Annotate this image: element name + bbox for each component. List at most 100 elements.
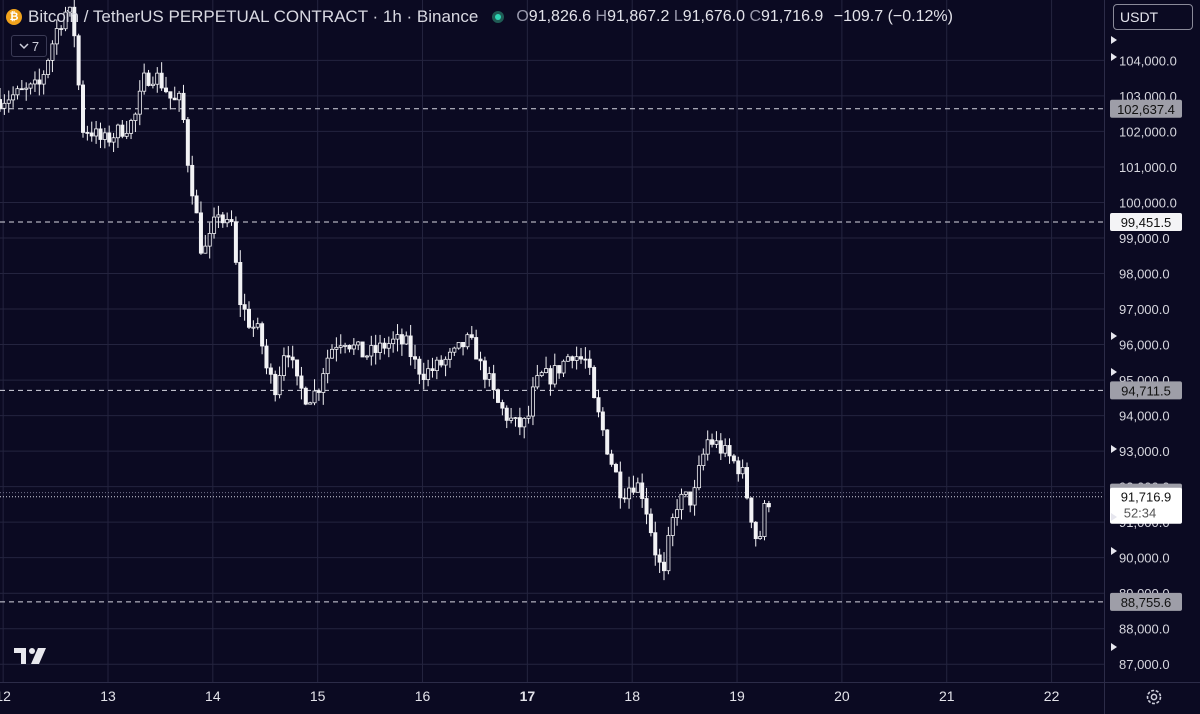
- symbol-title[interactable]: Bitcoin / TetherUS PERPETUAL CONTRACT · …: [28, 7, 479, 26]
- candle-body: [500, 402, 505, 409]
- candle: [561, 359, 566, 378]
- candle-body: [238, 262, 243, 306]
- chevron-down-icon: [19, 43, 29, 50]
- candle-body: [557, 365, 562, 374]
- candle: [181, 84, 186, 123]
- candle: [640, 473, 645, 508]
- candle-body: [0, 99, 3, 109]
- y-tick-label: 88,000.0: [1119, 622, 1170, 637]
- candlesticks: [0, 0, 771, 581]
- candle-body: [579, 356, 584, 360]
- candle-body: [146, 72, 151, 86]
- candle: [430, 357, 435, 378]
- candle: [168, 91, 173, 110]
- indicators-toggle-button[interactable]: 7: [11, 35, 47, 57]
- candle: [745, 462, 750, 500]
- candle-body: [731, 455, 736, 462]
- candle: [579, 347, 584, 364]
- tradingview-logo-icon: [14, 648, 46, 664]
- candle: [2, 94, 7, 115]
- candle-body: [190, 164, 195, 197]
- candle: [731, 453, 736, 464]
- candle: [59, 25, 64, 36]
- y-tick-label: 87,000.0: [1119, 657, 1170, 672]
- price-scale-marker-icon: [1111, 368, 1117, 376]
- candle-body: [133, 113, 138, 121]
- symbol-header[interactable]: ₿ Bitcoin / TetherUS PERPETUAL CONTRACT …: [6, 4, 953, 30]
- candle-countdown: 52:34: [1124, 506, 1157, 521]
- candle-body: [408, 335, 413, 358]
- candle-body: [94, 128, 99, 137]
- candle-body: [76, 35, 81, 86]
- candle: [247, 301, 252, 330]
- candle-body: [142, 72, 147, 92]
- candle: [155, 67, 160, 93]
- candle-body: [766, 503, 771, 508]
- candle-body: [203, 245, 208, 254]
- candle-body: [613, 463, 618, 473]
- candle: [325, 349, 330, 384]
- candle-body: [212, 216, 217, 234]
- candle: [360, 341, 365, 358]
- candle-body: [286, 355, 291, 358]
- candle-body: [631, 487, 636, 493]
- candle: [596, 389, 601, 418]
- candle: [63, 6, 68, 32]
- candle-body: [504, 407, 509, 421]
- candle: [548, 365, 553, 396]
- candle: [150, 76, 155, 89]
- candle-body: [657, 554, 662, 563]
- candle: [443, 356, 448, 377]
- candle-body: [399, 334, 404, 345]
- candle-body: [539, 372, 544, 377]
- current-price-label: 91,716.9: [1121, 490, 1172, 505]
- candle-body: [692, 487, 697, 506]
- currency-select[interactable]: USDT: [1113, 4, 1193, 30]
- price-scale-marker-icon: [1111, 36, 1117, 44]
- candle: [343, 342, 348, 354]
- candle: [474, 329, 479, 360]
- candle-body: [364, 355, 369, 358]
- candle: [81, 80, 86, 138]
- gear-icon[interactable]: [1144, 687, 1164, 707]
- candle-body: [653, 532, 658, 556]
- candle: [364, 354, 369, 360]
- y-tick-label: 100,000.0: [1119, 195, 1177, 210]
- candle-body: [487, 373, 492, 380]
- low-value: 91,676.0: [682, 8, 746, 25]
- candle-body: [120, 124, 125, 137]
- x-tick-label: 14: [205, 688, 221, 704]
- candle: [688, 491, 693, 513]
- candle-body: [491, 373, 496, 391]
- candle-body: [150, 83, 155, 86]
- candle: [115, 123, 120, 148]
- candle: [544, 356, 549, 374]
- candle-body: [303, 387, 308, 405]
- candle: [203, 235, 208, 254]
- candle-body: [386, 343, 391, 349]
- low-key: L: [673, 8, 683, 25]
- candle-body: [583, 358, 588, 361]
- candle-body: [482, 360, 487, 380]
- candle: [94, 120, 99, 144]
- candle: [120, 120, 125, 139]
- candle-body: [334, 346, 339, 350]
- candle-body: [417, 358, 422, 375]
- candle: [133, 112, 138, 133]
- candle: [111, 132, 116, 153]
- candle: [710, 433, 715, 448]
- candle-body: [312, 390, 317, 404]
- candle: [399, 328, 404, 356]
- candle-body: [404, 335, 409, 345]
- price-line-label-bg: [1110, 592, 1182, 611]
- candle: [347, 344, 352, 353]
- candle-body: [627, 487, 632, 500]
- open-key: O: [516, 8, 529, 25]
- candle-body: [155, 72, 160, 85]
- candle: [89, 121, 94, 142]
- candle-body: [360, 341, 365, 358]
- candle: [517, 407, 522, 436]
